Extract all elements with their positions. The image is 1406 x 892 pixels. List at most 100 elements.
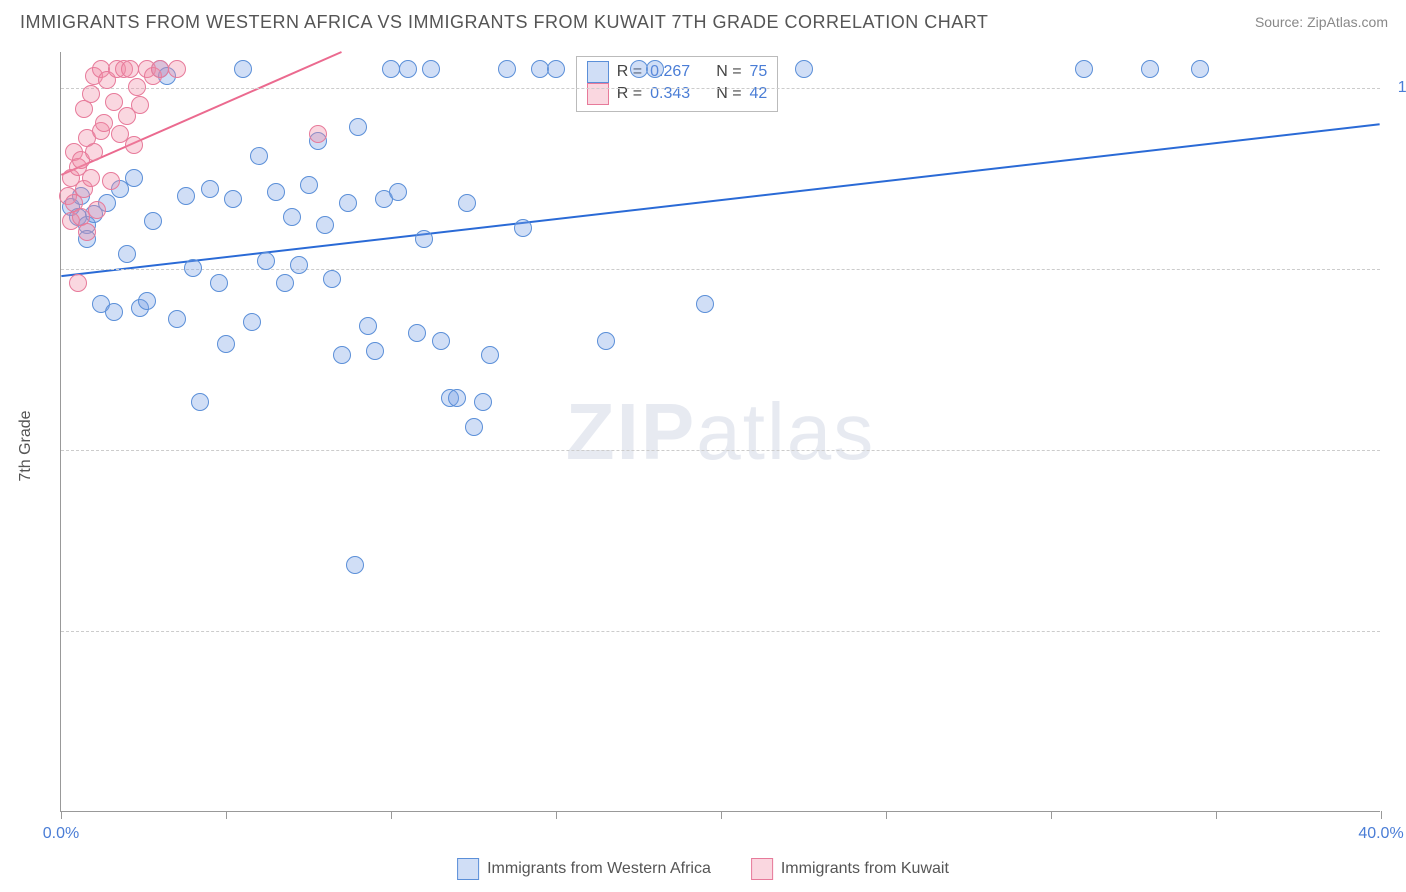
x-tick-label: 40.0%: [1358, 825, 1403, 843]
data-point: [168, 60, 186, 78]
x-tick-mark: [61, 811, 62, 819]
y-tick-label: 85.0%: [1388, 622, 1406, 640]
data-point: [498, 60, 516, 78]
data-point: [257, 252, 275, 270]
x-tick-mark: [1051, 811, 1052, 819]
data-point: [458, 194, 476, 212]
data-point: [85, 143, 103, 161]
data-point: [531, 60, 549, 78]
chart-title: IMMIGRANTS FROM WESTERN AFRICA VS IMMIGR…: [20, 12, 988, 33]
data-point: [138, 292, 156, 310]
data-point: [131, 96, 149, 114]
data-point: [118, 245, 136, 263]
data-point: [1141, 60, 1159, 78]
legend-item: Immigrants from Kuwait: [751, 858, 949, 880]
data-point: [168, 310, 186, 328]
data-point: [177, 187, 195, 205]
data-point: [382, 60, 400, 78]
data-point: [696, 295, 714, 313]
data-point: [82, 85, 100, 103]
x-tick-label: 0.0%: [43, 825, 79, 843]
data-point: [88, 201, 106, 219]
gridline: [61, 450, 1380, 451]
data-point: [474, 393, 492, 411]
scatter-chart: ZIPatlas R =0.267N =75R =0.343N =42 85.0…: [60, 52, 1380, 812]
data-point: [514, 219, 532, 237]
data-point: [432, 332, 450, 350]
data-point: [105, 303, 123, 321]
legend-label: Immigrants from Kuwait: [781, 860, 949, 878]
data-point: [389, 183, 407, 201]
x-tick-mark: [1216, 811, 1217, 819]
x-tick-mark: [721, 811, 722, 819]
legend-row: R =0.267N =75: [587, 61, 768, 83]
data-point: [300, 176, 318, 194]
data-point: [346, 556, 364, 574]
data-point: [630, 60, 648, 78]
data-point: [125, 136, 143, 154]
data-point: [121, 60, 139, 78]
data-point: [481, 346, 499, 364]
data-point: [349, 118, 367, 136]
data-point: [795, 60, 813, 78]
x-tick-mark: [556, 811, 557, 819]
y-tick-label: 95.0%: [1388, 260, 1406, 278]
gridline: [61, 88, 1380, 89]
data-point: [333, 346, 351, 364]
x-tick-mark: [886, 811, 887, 819]
data-point: [151, 60, 169, 78]
legend-item: Immigrants from Western Africa: [457, 858, 711, 880]
data-point: [224, 190, 242, 208]
n-value: 75: [750, 63, 768, 81]
legend-row: R =0.343N =42: [587, 83, 768, 105]
data-point: [408, 324, 426, 342]
data-point: [465, 418, 483, 436]
data-point: [309, 125, 327, 143]
n-label: N =: [716, 63, 741, 81]
data-point: [69, 274, 87, 292]
data-point: [105, 93, 123, 111]
data-point: [95, 114, 113, 132]
data-point: [234, 60, 252, 78]
data-point: [597, 332, 615, 350]
trend-lines: [61, 52, 1380, 811]
data-point: [102, 172, 120, 190]
data-point: [243, 313, 261, 331]
data-point: [359, 317, 377, 335]
data-point: [339, 194, 357, 212]
data-point: [191, 393, 209, 411]
data-point: [201, 180, 219, 198]
x-tick-mark: [1381, 811, 1382, 819]
x-tick-mark: [391, 811, 392, 819]
y-tick-label: 90.0%: [1388, 441, 1406, 459]
gridline: [61, 269, 1380, 270]
data-point: [283, 208, 301, 226]
data-point: [217, 335, 235, 353]
data-point: [267, 183, 285, 201]
legend-swatch: [457, 858, 479, 880]
data-point: [422, 60, 440, 78]
y-tick-label: 100.0%: [1388, 79, 1406, 97]
source-label: Source: ZipAtlas.com: [1255, 14, 1388, 30]
data-point: [646, 60, 664, 78]
data-point: [82, 169, 100, 187]
data-point: [250, 147, 268, 165]
data-point: [125, 169, 143, 187]
data-point: [415, 230, 433, 248]
data-point: [448, 389, 466, 407]
series-legend: Immigrants from Western Africa Immigrants…: [457, 858, 949, 880]
data-point: [316, 216, 334, 234]
data-point: [276, 274, 294, 292]
data-point: [366, 342, 384, 360]
data-point: [547, 60, 565, 78]
data-point: [1075, 60, 1093, 78]
x-tick-mark: [226, 811, 227, 819]
data-point: [210, 274, 228, 292]
data-point: [144, 212, 162, 230]
data-point: [323, 270, 341, 288]
data-point: [290, 256, 308, 274]
data-point: [128, 78, 146, 96]
legend-label: Immigrants from Western Africa: [487, 860, 711, 878]
legend-swatch: [751, 858, 773, 880]
y-axis-label: 7th Grade: [17, 410, 35, 481]
